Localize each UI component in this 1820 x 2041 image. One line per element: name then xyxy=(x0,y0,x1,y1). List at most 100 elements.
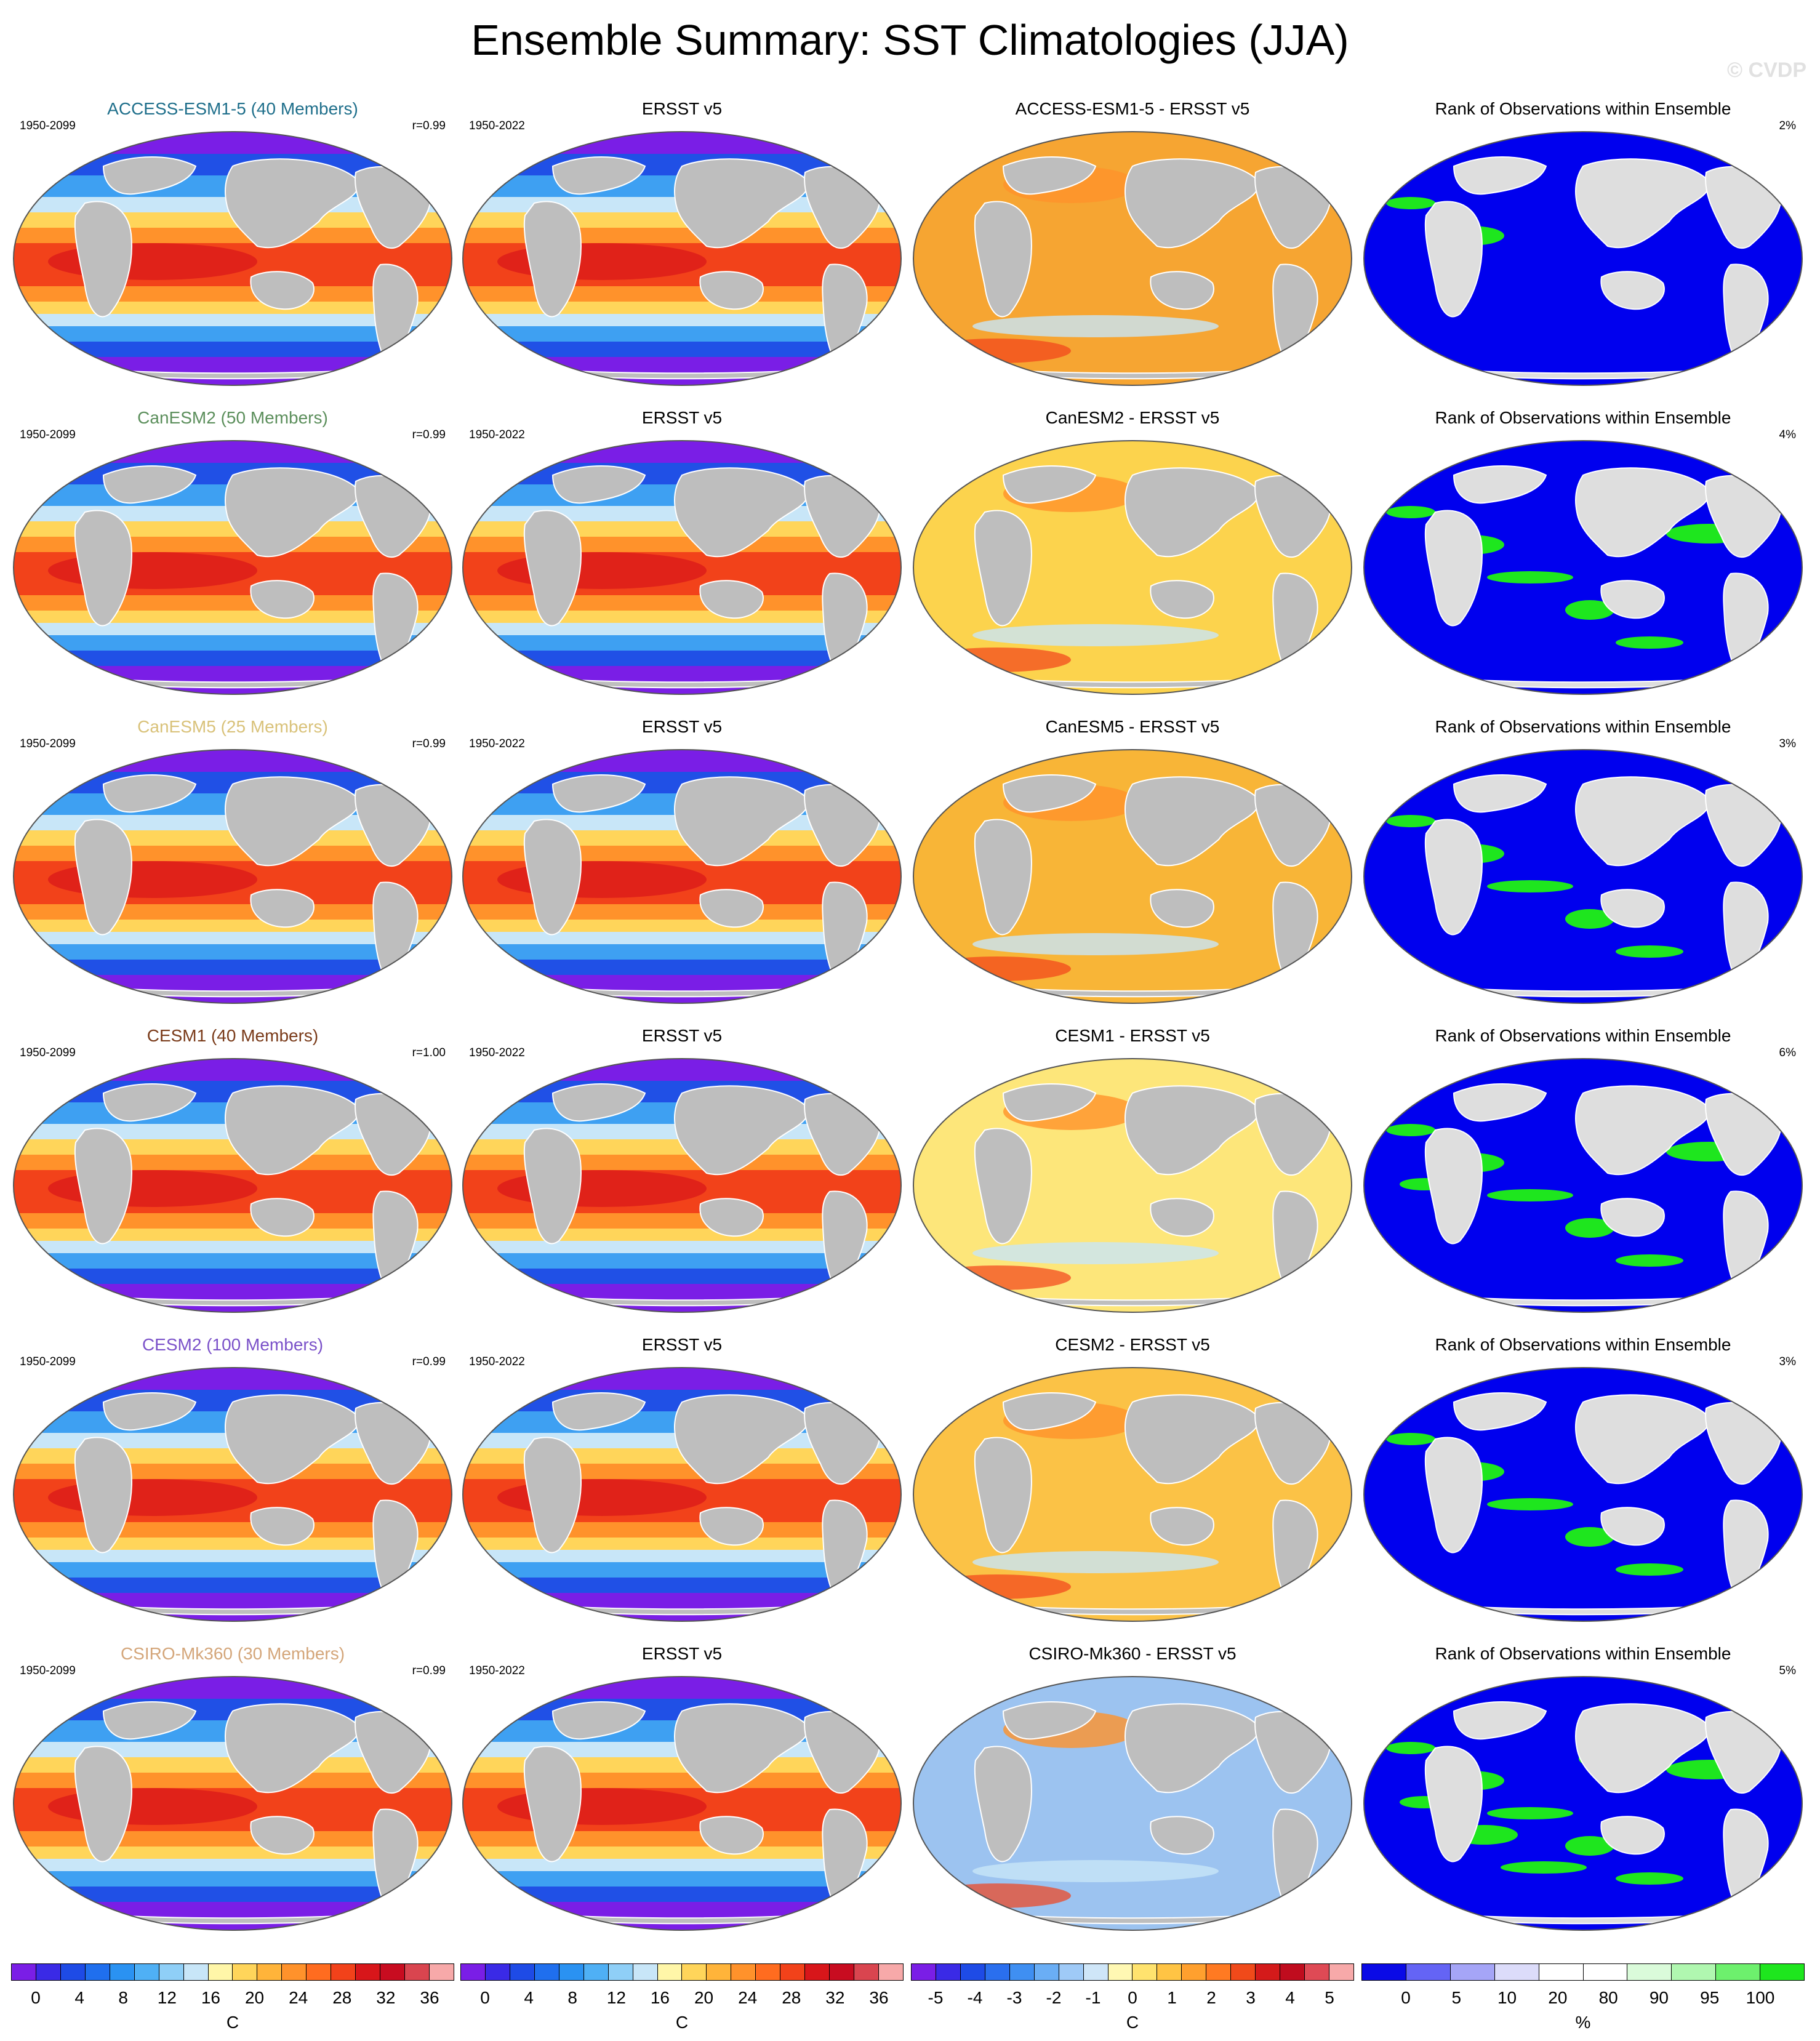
model-period: 1950-2099 xyxy=(20,737,76,750)
sst-band xyxy=(14,1241,452,1253)
map-area xyxy=(460,1674,904,1933)
obs-title: ERSST v5 xyxy=(641,1335,723,1354)
land-africa xyxy=(523,1746,582,1863)
colorbar: 0 4 8 12 16 20 24 28 32 36 C xyxy=(11,1963,454,2037)
map-r4c2 xyxy=(913,1367,1352,1622)
land-austr xyxy=(250,889,315,928)
colorbar-swatch xyxy=(1182,1964,1207,1980)
obs-panel: ERSST v5 1950-2022 xyxy=(460,1334,904,1630)
colorbar-swatch xyxy=(1157,1964,1182,1980)
diff-anomaly xyxy=(923,1883,1071,1908)
colorbar-tick-label: 80 xyxy=(1598,1988,1618,2007)
map-outline xyxy=(1363,1367,1803,1622)
land-austr xyxy=(699,580,764,619)
rank-panel: Rank of Observations within Ensemble 2% xyxy=(1361,98,1805,394)
land-europe xyxy=(551,156,646,195)
map-outline xyxy=(1363,440,1803,695)
land-africa xyxy=(974,1746,1032,1863)
map-r5c2 xyxy=(913,1676,1352,1931)
colorbar-tick-label: 20 xyxy=(694,1988,714,2007)
sst-band xyxy=(463,1368,901,1390)
colorbar-swatch xyxy=(1627,1964,1672,1980)
colorbar-swatches xyxy=(1361,1963,1805,1981)
map-area xyxy=(11,747,454,1006)
sst-band xyxy=(463,1229,901,1241)
land-africa xyxy=(74,819,132,936)
land-europe xyxy=(1002,1701,1097,1740)
model-panel: CESM1 (40 Members) 1950-2099 r=1.00 xyxy=(11,1025,454,1321)
sst-band xyxy=(463,1593,901,1621)
colorbar-tick-label: -5 xyxy=(928,1988,944,2007)
land-austr xyxy=(250,580,315,619)
colorbar-swatch xyxy=(583,1964,609,1980)
colorbar-swatch xyxy=(1009,1964,1035,1980)
colorbar-swatch xyxy=(1450,1964,1495,1980)
colorbar-swatch xyxy=(1132,1964,1158,1980)
colorbar-tick-label: 12 xyxy=(606,1988,626,2007)
diff-title: CESM1 - ERSST v5 xyxy=(1055,1026,1210,1045)
colorbar-swatches xyxy=(11,1963,454,1981)
sst-band xyxy=(463,750,901,772)
obs-panel: ERSST v5 1950-2022 xyxy=(460,1643,904,1939)
land-europe xyxy=(1002,465,1097,504)
map-outline xyxy=(462,440,902,695)
land-austr xyxy=(1150,889,1214,928)
colorbar-swatch xyxy=(1083,1964,1108,1980)
sst-band xyxy=(14,441,452,463)
land-asia xyxy=(1575,1703,1709,1794)
sst-band xyxy=(14,1284,452,1312)
land-europe xyxy=(102,1392,197,1431)
rank-high-area xyxy=(1565,909,1614,929)
model-panel: CanESM5 (25 Members) 1950-2099 r=0.99 xyxy=(11,716,454,1012)
land-austr xyxy=(699,889,764,928)
colorbar-swatch xyxy=(912,1964,936,1980)
sst-band xyxy=(14,1538,452,1550)
land-europe xyxy=(102,1083,197,1122)
map-outline xyxy=(913,1058,1352,1313)
map-outline xyxy=(13,1367,452,1622)
map-outline xyxy=(462,1058,902,1313)
land-asia xyxy=(1575,1085,1709,1176)
map-area xyxy=(460,1056,904,1315)
map-r1c2 xyxy=(913,440,1352,695)
sst-band xyxy=(463,1538,901,1550)
diff-panel: CanESM5 - ERSST v5 xyxy=(911,716,1354,1012)
land-europe xyxy=(551,1392,646,1431)
colorbar-swatch xyxy=(134,1964,159,1980)
colorbar-tick-label: -3 xyxy=(1006,1988,1022,2007)
diff-anomaly xyxy=(923,648,1071,672)
map-r3c2 xyxy=(913,1058,1352,1313)
map-area xyxy=(911,1674,1354,1933)
colorbar-swatch xyxy=(1059,1964,1084,1980)
colorbar-swatch xyxy=(1206,1964,1232,1980)
colorbar: 0 4 8 12 16 20 24 28 32 36 C xyxy=(460,1963,904,2037)
colorbar-swatch xyxy=(1672,1964,1717,1980)
land-africa xyxy=(1424,201,1483,318)
land-asia xyxy=(225,158,359,249)
sst-band xyxy=(463,1284,901,1312)
land-africa xyxy=(1424,1746,1483,1863)
obs-period: 1950-2022 xyxy=(469,428,525,441)
colorbar-swatch xyxy=(559,1964,584,1980)
colorbar-swatch xyxy=(1539,1964,1584,1980)
map-outline xyxy=(13,131,452,386)
diff-title: CESM2 - ERSST v5 xyxy=(1055,1335,1210,1354)
colorbar-tick-label: -4 xyxy=(967,1988,983,2007)
map-r0c3 xyxy=(1363,131,1803,386)
map-area xyxy=(11,438,454,697)
map-outline xyxy=(13,1676,452,1931)
model-panel: ACCESS-ESM1-5 (40 Members) 1950-2099 r=0.9… xyxy=(11,98,454,394)
diff-title: ACCESS-ESM1-5 - ERSST v5 xyxy=(1015,99,1250,118)
obs-title: ERSST v5 xyxy=(641,408,723,427)
obs-period: 1950-2022 xyxy=(469,1355,525,1368)
land-asia xyxy=(225,1394,359,1485)
colorbar-swatch xyxy=(12,1964,36,1980)
colorbar-swatch xyxy=(707,1964,732,1980)
land-austr xyxy=(1150,1507,1214,1546)
obs-panel: ERSST v5 1950-2022 xyxy=(460,98,904,394)
colorbar-tick-label: 3 xyxy=(1246,1988,1256,2007)
pattern-correlation: r=0.99 xyxy=(412,737,446,750)
land-asia xyxy=(1575,158,1709,249)
rank-high-area xyxy=(1616,636,1683,649)
rank-panel: Rank of Observations within Ensemble 4% xyxy=(1361,407,1805,703)
